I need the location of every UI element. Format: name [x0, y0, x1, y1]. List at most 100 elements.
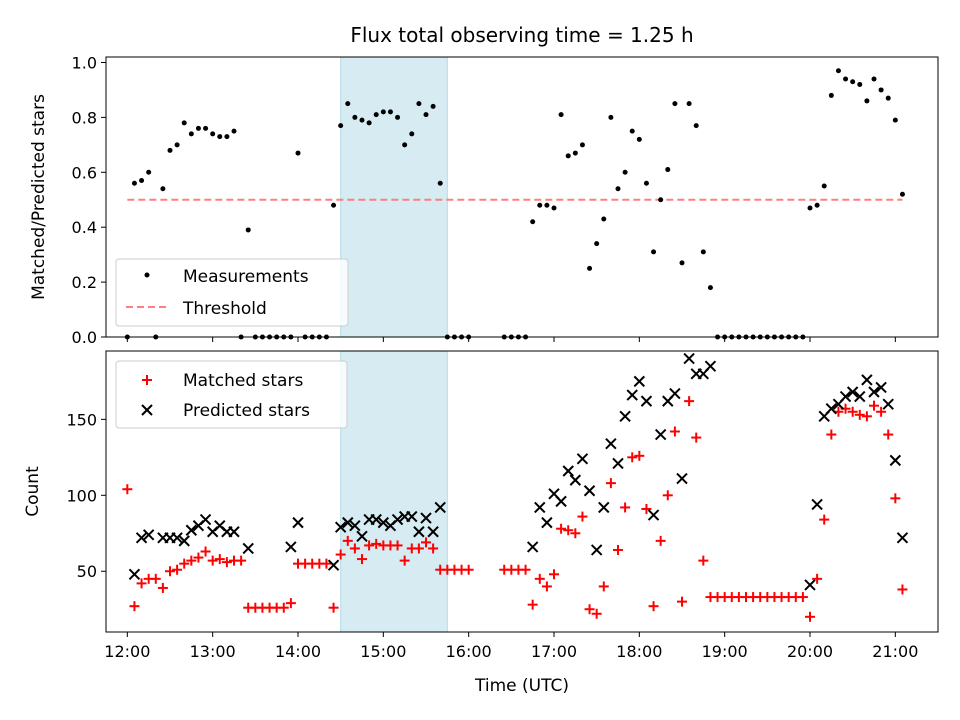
measurement-point	[601, 216, 607, 222]
matched-point	[179, 558, 190, 569]
measurement-point	[195, 125, 201, 131]
cross-stroke-b	[825, 403, 838, 415]
measurement-point	[402, 142, 408, 148]
highlight-span-bottom	[340, 350, 448, 633]
cross-stroke-b	[171, 532, 183, 544]
predicted-point	[811, 498, 823, 511]
measurement-point	[864, 98, 870, 104]
measurement-point	[373, 112, 379, 118]
measurement-point	[665, 167, 671, 173]
measurement-point	[345, 101, 351, 107]
matched-point	[349, 543, 360, 554]
cross-stroke-b	[555, 495, 567, 508]
predicted-point	[676, 472, 688, 485]
matched-point	[605, 478, 616, 489]
predicted-point	[356, 530, 368, 543]
matched-point	[826, 429, 837, 440]
cross-stroke-b	[526, 541, 539, 553]
matched-point	[328, 602, 339, 613]
matched-point	[392, 540, 403, 551]
top-y-ticks: 0.0 0.2 0.4 0.6 0.8 1.0	[72, 53, 106, 347]
cross-stroke-b	[861, 374, 873, 386]
matched-point	[428, 543, 439, 554]
cross-stroke-b	[427, 526, 439, 538]
cross-stroke-b	[178, 535, 190, 547]
measurement-point	[636, 136, 642, 142]
measurement-point	[146, 169, 152, 175]
measurement-point	[359, 117, 365, 123]
predicted-point	[370, 513, 382, 526]
y-tick-label: 0.0	[72, 328, 97, 347]
cross-stroke-b	[875, 381, 887, 394]
measurement-point	[395, 114, 401, 120]
cross-stroke-b	[576, 453, 589, 465]
predicted-point	[619, 410, 631, 423]
legend-predicted-marker	[141, 404, 153, 416]
measurement-point	[615, 186, 621, 192]
cross-stroke-b	[285, 541, 297, 553]
chart-title: Flux total observing time = 1.25 h	[350, 23, 693, 47]
x-tick-label: 13:00	[190, 642, 236, 661]
matched-point	[463, 564, 474, 575]
cross-stroke-b	[413, 526, 425, 538]
predicted-point	[427, 526, 439, 538]
legend-plus-marker	[142, 375, 152, 385]
matched-point	[150, 573, 161, 584]
measurement-point	[565, 153, 571, 159]
x-axis-label: Time (UTC)	[474, 676, 569, 696]
measurement-point	[245, 227, 251, 233]
matched-point	[805, 611, 815, 622]
measurement-point	[608, 114, 614, 120]
legend-predicted-label: Predicted stars	[183, 401, 310, 421]
cross-stroke-b	[683, 352, 695, 365]
bottom-legend: Matched stars Predicted stars	[115, 360, 348, 429]
predicted-point	[612, 457, 624, 470]
matched-point	[165, 566, 175, 577]
measurement-points	[124, 68, 905, 340]
matched-point	[527, 599, 538, 610]
predicted-point	[391, 513, 404, 526]
cross-stroke-b	[811, 498, 823, 511]
ratio-panel: 0.0 0.2 0.4 0.6 0.8 1.0 Matched/Predicted sta…	[29, 53, 939, 347]
predicted-point	[420, 512, 432, 524]
predicted-point	[861, 374, 873, 386]
x-tick-label: 16:00	[446, 642, 492, 661]
measurement-point	[558, 112, 564, 118]
predicted-point	[882, 398, 894, 410]
measurement-point	[139, 178, 145, 184]
matched-point	[876, 406, 887, 417]
measurement-point	[217, 134, 223, 140]
measurement-point	[167, 147, 173, 153]
legend-cross-marker	[141, 404, 153, 416]
predicted-point	[534, 501, 546, 514]
measurement-point	[331, 202, 337, 208]
matched-point	[172, 564, 183, 575]
measurement-point	[899, 191, 905, 197]
cross-stroke-b	[640, 395, 653, 407]
predicted-point	[626, 389, 638, 401]
measurement-point	[828, 92, 834, 98]
measurement-point	[430, 103, 436, 109]
measurement-point	[835, 68, 841, 74]
cross-stroke-b	[846, 386, 859, 398]
cross-stroke-b	[391, 513, 404, 526]
matched-point	[335, 549, 346, 560]
matched-point	[556, 523, 567, 534]
matched-point	[364, 540, 375, 551]
measurement-point	[551, 205, 557, 211]
cross-stroke-b	[141, 404, 153, 416]
predicted-point	[868, 386, 880, 398]
matched-point	[534, 573, 545, 584]
predicted-point	[178, 535, 190, 547]
measurement-point	[622, 169, 628, 175]
matched-point	[890, 493, 901, 504]
measurement-point	[572, 150, 578, 156]
legend-threshold-label: Threshold	[182, 299, 267, 319]
predicted-point	[889, 454, 902, 467]
cross-stroke-b	[868, 386, 880, 398]
matched-point	[357, 554, 367, 565]
cross-stroke-b	[647, 509, 660, 521]
y-tick-label: 100	[66, 486, 97, 505]
predicted-point	[590, 544, 603, 556]
